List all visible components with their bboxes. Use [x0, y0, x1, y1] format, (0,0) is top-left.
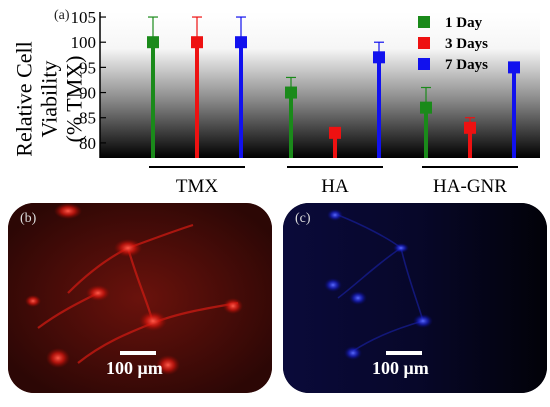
bar	[289, 92, 293, 158]
data-point-marker	[373, 51, 385, 64]
data-point-marker	[329, 126, 341, 139]
bar	[424, 107, 428, 158]
bar-series	[147, 16, 520, 159]
data-point-marker	[191, 36, 203, 49]
panel-a-label: (a)	[54, 8, 70, 23]
category-labels: TMX HA HA-GNR	[149, 166, 518, 197]
bar	[333, 132, 337, 158]
legend-label: 1 Day	[445, 15, 483, 31]
data-point-marker	[147, 36, 159, 49]
bar	[195, 42, 199, 159]
panel-c-label: (c)	[295, 211, 311, 226]
scale-bar-c	[386, 351, 422, 355]
legend-swatch	[418, 37, 430, 49]
scale-label-b: 100 μm	[106, 358, 163, 378]
bar-chart: 80 85 90 95 100 105 TMX HA HA-GNR 1 Day 3 Days 7 …	[71, 8, 540, 197]
legend: 1 Day 3 Days 7 Days	[418, 15, 488, 73]
category-label: TMX	[176, 176, 219, 197]
y-tick-label: 90	[79, 84, 96, 103]
y-tick-label: 85	[79, 109, 96, 128]
legend-label: 3 Days	[445, 36, 488, 52]
bar	[239, 42, 243, 159]
plot-background	[100, 12, 540, 158]
data-point-marker	[464, 121, 476, 134]
legend-swatch	[418, 58, 430, 70]
micrograph-red: (b) 100 μm	[8, 203, 272, 393]
data-point-marker	[420, 101, 432, 114]
data-point-marker	[235, 36, 247, 49]
legend-label: 7 Days	[445, 57, 488, 73]
category-label: HA-GNR	[433, 176, 507, 197]
panel-b-label: (b)	[20, 211, 37, 226]
legend-swatch	[418, 16, 430, 28]
bar	[468, 127, 472, 158]
y-tick-label: 100	[71, 33, 97, 52]
red-cell-image	[8, 203, 272, 393]
category-label: HA	[321, 176, 349, 197]
scale-label-c: 100 μm	[372, 358, 429, 378]
bar	[151, 42, 155, 159]
data-point-marker	[285, 86, 297, 99]
y-tick-label: 80	[79, 134, 96, 153]
blue-cell-image	[283, 203, 547, 393]
bar	[377, 57, 381, 158]
y-ticks: 80 85 90 95 100 105	[71, 8, 106, 153]
y-tick-label: 105	[71, 8, 97, 27]
bar	[512, 67, 516, 158]
micrograph-blue: (c) 100 μm	[283, 203, 547, 393]
data-point-marker	[508, 61, 520, 74]
scale-bar-b	[120, 351, 156, 355]
y-tick-label: 95	[79, 58, 96, 77]
